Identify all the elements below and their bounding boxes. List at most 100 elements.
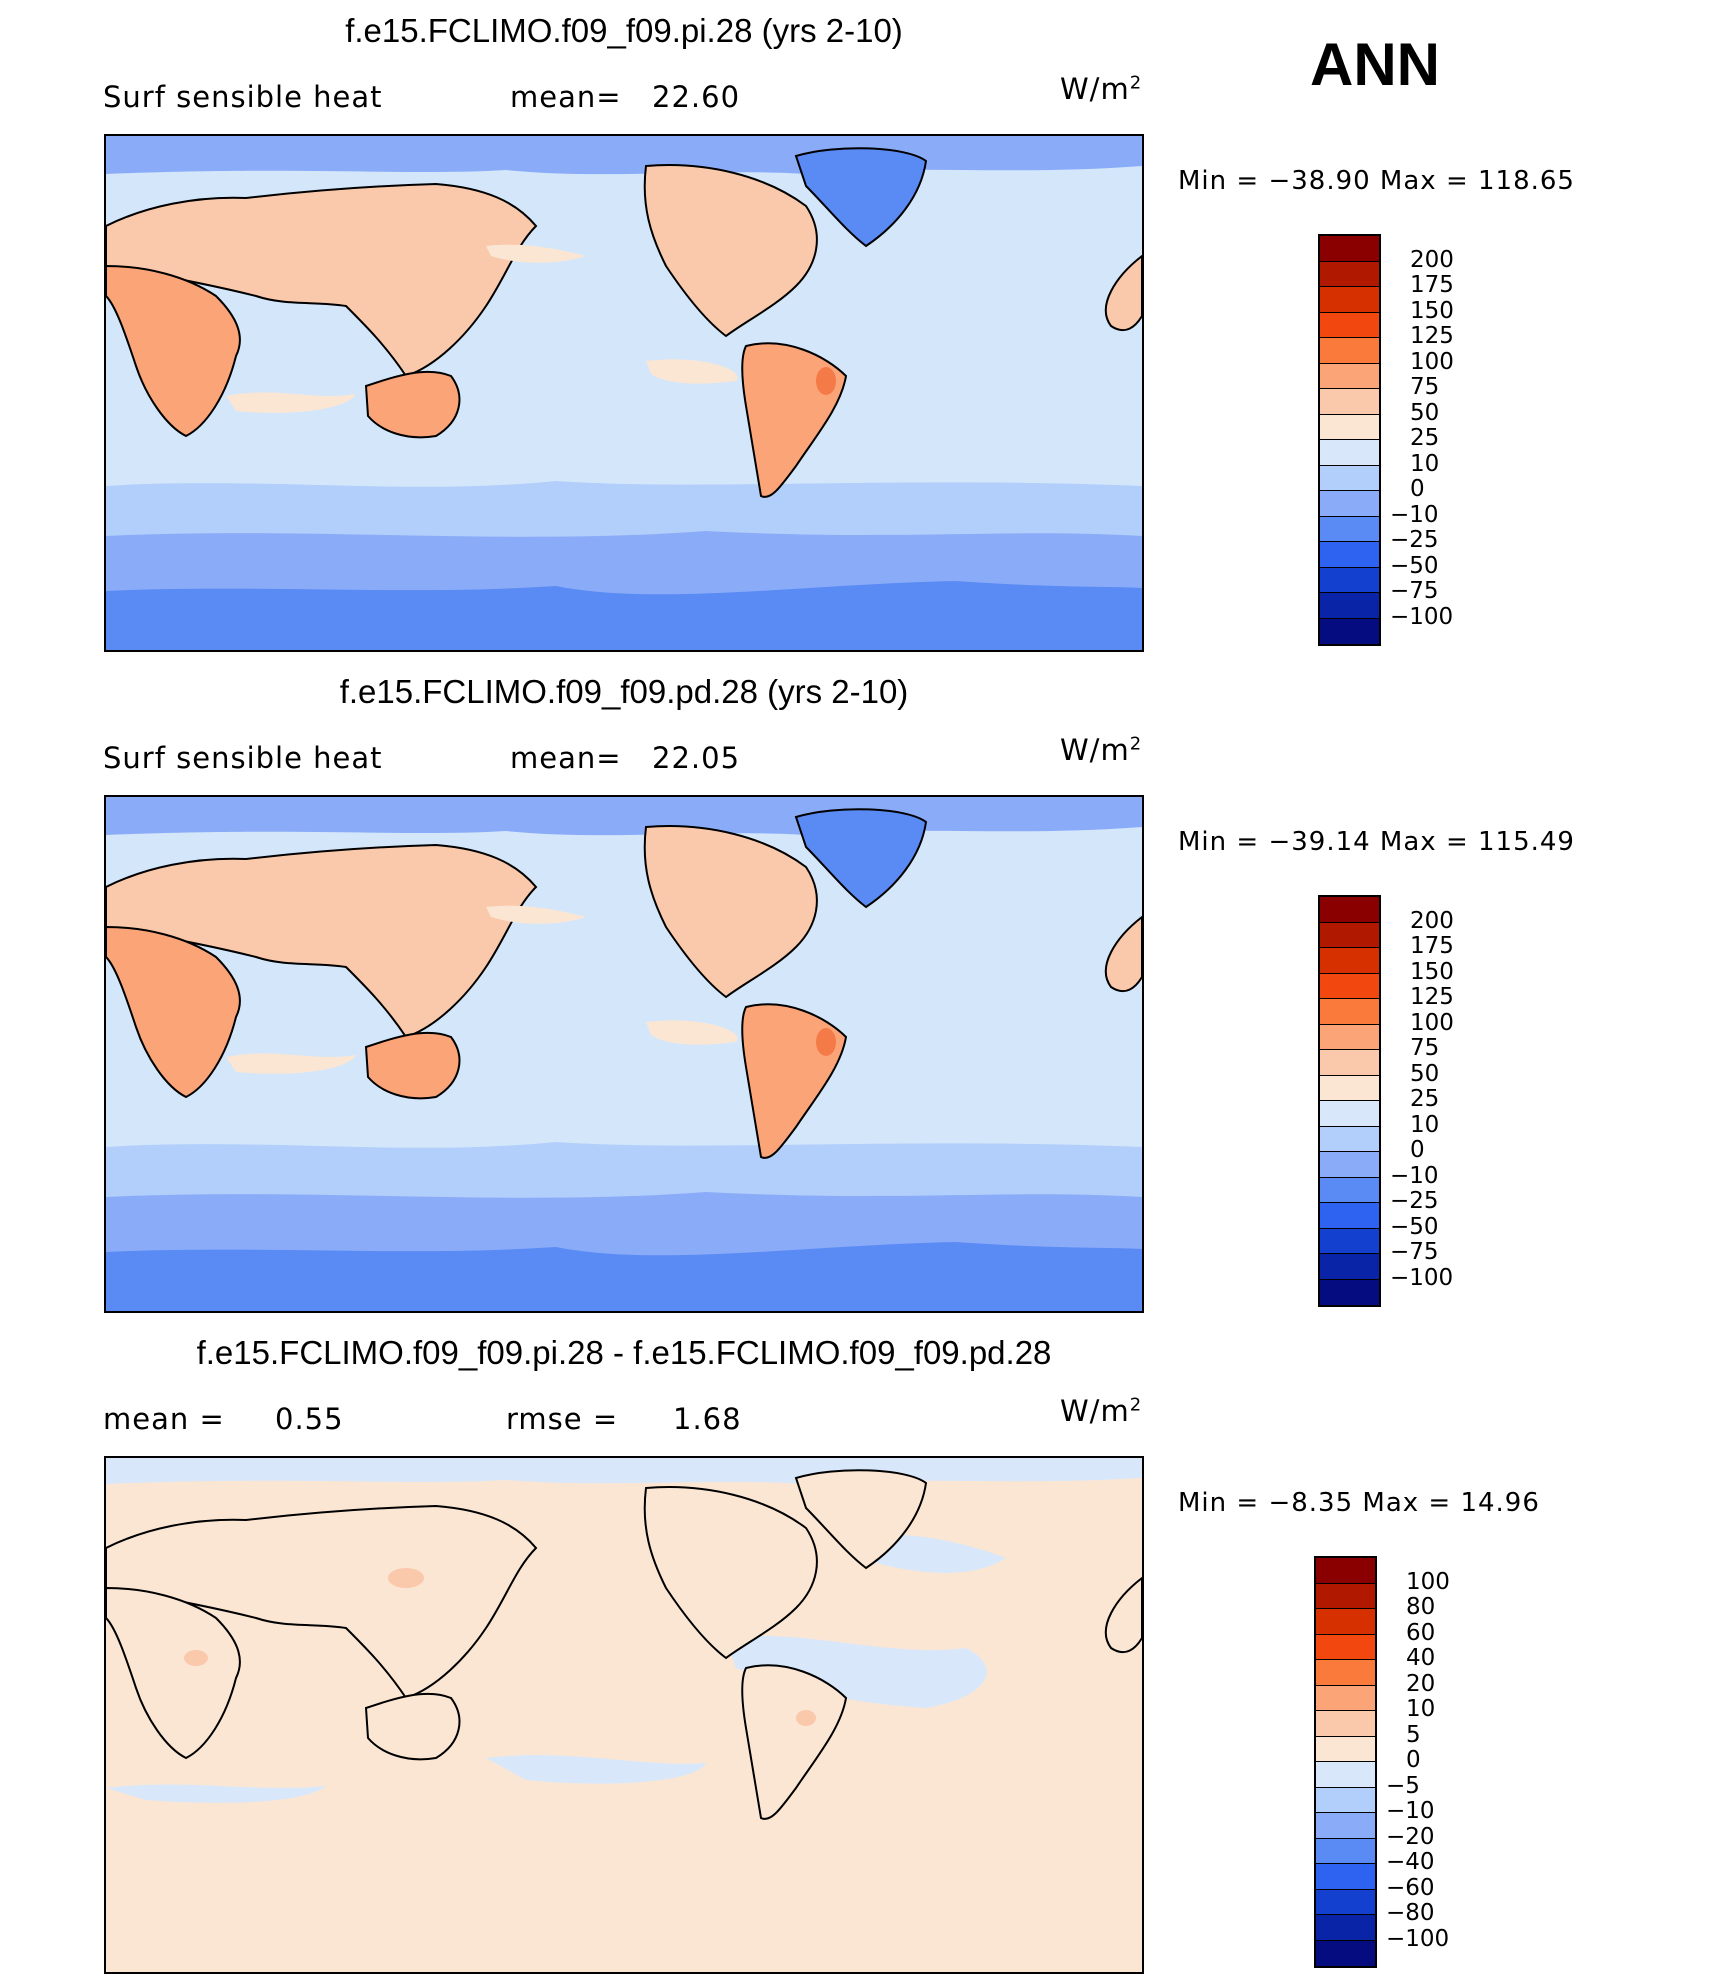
panel-1-mean-label: mean= bbox=[510, 80, 622, 114]
panel-1-colorbar bbox=[1318, 234, 1381, 646]
colorbar-swatch bbox=[1320, 1152, 1379, 1178]
colorbar-tick-label: −100 bbox=[1390, 603, 1454, 630]
colorbar-swatch bbox=[1316, 1634, 1375, 1660]
colorbar-tick-label: 75 bbox=[1410, 1035, 1440, 1061]
colorbar-swatch bbox=[1320, 363, 1379, 389]
panel-1-map-svg bbox=[106, 136, 1142, 650]
colorbar-tick-label: 80 bbox=[1406, 1594, 1436, 1620]
panel-1-units: W/m2 bbox=[1060, 72, 1143, 106]
colorbar-tick-label: −100 bbox=[1386, 1925, 1450, 1952]
colorbar-swatch bbox=[1320, 542, 1379, 568]
colorbar-swatch bbox=[1316, 1736, 1375, 1762]
colorbar-tick-label: −75 bbox=[1390, 1239, 1439, 1265]
panel-2-mean-label: mean= bbox=[510, 741, 622, 775]
colorbar-swatch bbox=[1320, 338, 1379, 364]
colorbar-tick-label: 25 bbox=[1410, 425, 1440, 451]
colorbar-swatch bbox=[1320, 922, 1379, 948]
panel-3-title: f.e15.FCLIMO.f09_f09.pi.28 - f.e15.FCLIM… bbox=[196, 1334, 1052, 1371]
colorbar-tick-label: 50 bbox=[1410, 399, 1440, 426]
colorbar-tick-label: 0 bbox=[1410, 1137, 1425, 1163]
colorbar-swatch bbox=[1320, 1177, 1379, 1203]
colorbar-tick-label: 50 bbox=[1410, 1060, 1440, 1087]
panel-1-minmax: Min = −38.90 Max = 118.65 bbox=[1178, 166, 1575, 196]
colorbar-tick-label: 5 bbox=[1406, 1721, 1421, 1748]
colorbar-tick-label: −20 bbox=[1386, 1823, 1435, 1850]
colorbar-tick-label: 25 bbox=[1410, 1086, 1440, 1112]
colorbar-swatch bbox=[1316, 1583, 1375, 1609]
colorbar-swatch bbox=[1320, 1254, 1379, 1280]
colorbar-tick-label: −5 bbox=[1386, 1772, 1420, 1799]
panel-3-map-svg bbox=[106, 1458, 1142, 1972]
colorbar-swatch bbox=[1320, 1075, 1379, 1101]
colorbar-swatch bbox=[1320, 516, 1379, 542]
colorbar-swatch bbox=[1316, 1915, 1375, 1941]
colorbar-tick-label: 175 bbox=[1410, 272, 1454, 298]
panel-1-title: f.e15.FCLIMO.f09_f09.pi.28 (yrs 2-10) bbox=[345, 12, 903, 49]
colorbar-tick-label: 75 bbox=[1410, 374, 1440, 400]
panel-2-variable-label: Surf sensible heat bbox=[103, 741, 383, 775]
colorbar-tick-label: −10 bbox=[1390, 501, 1439, 528]
colorbar-swatch bbox=[1316, 1609, 1375, 1635]
colorbar-tick-label: 125 bbox=[1410, 323, 1454, 349]
colorbar-tick-label: −80 bbox=[1386, 1900, 1435, 1926]
colorbar-tick-label: −25 bbox=[1390, 1188, 1439, 1214]
colorbar-tick-label: 10 bbox=[1406, 1696, 1436, 1722]
colorbar-swatch bbox=[1316, 1762, 1375, 1788]
colorbar-tick-label: 100 bbox=[1406, 1568, 1450, 1595]
colorbar-swatch bbox=[1320, 414, 1379, 440]
colorbar-swatch bbox=[1316, 1864, 1375, 1890]
colorbar-tick-label: 200 bbox=[1410, 246, 1454, 273]
colorbar-swatch bbox=[1320, 897, 1379, 923]
colorbar-swatch bbox=[1316, 1685, 1375, 1711]
colorbar-swatch bbox=[1316, 1838, 1375, 1864]
panel-2-mean-value: 22.05 bbox=[652, 741, 741, 775]
colorbar-swatch bbox=[1320, 1101, 1379, 1127]
panel-3-map bbox=[104, 1456, 1144, 1974]
colorbar-tick-label: 100 bbox=[1410, 1009, 1454, 1036]
panel-3-rmse-label: rmse = bbox=[506, 1402, 619, 1436]
panel-3-mean-label: mean = bbox=[103, 1402, 225, 1436]
colorbar-tick-label: −10 bbox=[1390, 1162, 1439, 1189]
panel-2-colorbar bbox=[1318, 895, 1381, 1307]
colorbar-tick-label: 200 bbox=[1410, 907, 1454, 934]
colorbar-swatch bbox=[1320, 440, 1379, 466]
colorbar-tick-label: 150 bbox=[1410, 958, 1454, 985]
colorbar-swatch bbox=[1316, 1940, 1375, 1966]
panel-1-mean-value: 22.60 bbox=[652, 80, 741, 114]
colorbar-swatch bbox=[1320, 287, 1379, 313]
colorbar-swatch bbox=[1320, 567, 1379, 593]
panel-2-title: f.e15.FCLIMO.f09_f09.pd.28 (yrs 2-10) bbox=[339, 673, 909, 710]
colorbar-tick-label: 100 bbox=[1410, 348, 1454, 375]
colorbar-tick-label: −60 bbox=[1386, 1874, 1435, 1901]
colorbar-swatch bbox=[1316, 1813, 1375, 1839]
colorbar-tick-label: 40 bbox=[1406, 1645, 1436, 1671]
colorbar-tick-label: −50 bbox=[1390, 1213, 1439, 1240]
colorbar-tick-label: 175 bbox=[1410, 933, 1454, 959]
colorbar-swatch bbox=[1320, 999, 1379, 1025]
colorbar-tick-label: 20 bbox=[1406, 1670, 1436, 1697]
colorbar-swatch bbox=[1320, 236, 1379, 262]
colorbar-swatch bbox=[1320, 1050, 1379, 1076]
season-label: ANN bbox=[1310, 31, 1440, 98]
colorbar-swatch bbox=[1320, 948, 1379, 974]
colorbar-swatch bbox=[1320, 1126, 1379, 1152]
colorbar-tick-label: −100 bbox=[1390, 1264, 1454, 1291]
colorbar-swatch bbox=[1320, 1279, 1379, 1305]
panel-3-units: W/m2 bbox=[1060, 1394, 1143, 1428]
colorbar-swatch bbox=[1320, 1228, 1379, 1254]
panel-2-minmax: Min = −39.14 Max = 115.49 bbox=[1178, 827, 1575, 857]
colorbar-tick-label: 60 bbox=[1406, 1619, 1436, 1646]
panel-2-map-svg bbox=[106, 797, 1142, 1311]
colorbar-swatch bbox=[1316, 1558, 1375, 1584]
panel-1-map bbox=[104, 134, 1144, 652]
panel-1-variable-label: Surf sensible heat bbox=[103, 80, 383, 114]
colorbar-swatch bbox=[1320, 491, 1379, 517]
colorbar-tick-label: −75 bbox=[1390, 578, 1439, 604]
panel-2-units: W/m2 bbox=[1060, 733, 1143, 767]
colorbar-tick-label: 10 bbox=[1410, 450, 1440, 477]
colorbar-swatch bbox=[1320, 1024, 1379, 1050]
colorbar-swatch bbox=[1320, 465, 1379, 491]
colorbar-tick-label: 10 bbox=[1410, 1111, 1440, 1138]
colorbar-swatch bbox=[1320, 1203, 1379, 1229]
colorbar-swatch bbox=[1316, 1711, 1375, 1737]
